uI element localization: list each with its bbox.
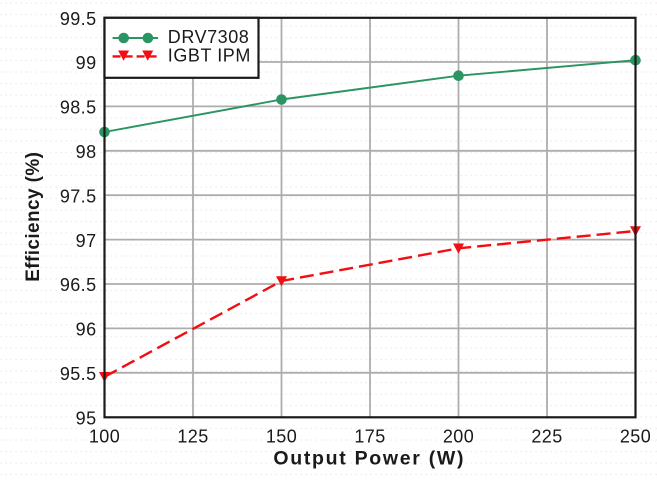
svg-text:95: 95 xyxy=(76,409,97,429)
svg-text:DRV7308: DRV7308 xyxy=(168,27,250,47)
svg-text:250: 250 xyxy=(620,426,651,446)
svg-text:99: 99 xyxy=(76,53,97,73)
svg-text:97.5: 97.5 xyxy=(60,186,97,206)
svg-text:99.5: 99.5 xyxy=(60,9,97,29)
svg-text:100: 100 xyxy=(89,426,120,446)
svg-text:IGBT IPM: IGBT IPM xyxy=(168,46,251,66)
svg-text:225: 225 xyxy=(531,426,562,446)
svg-text:Output Power (W): Output Power (W) xyxy=(273,448,465,470)
svg-text:98.5: 98.5 xyxy=(60,98,97,118)
svg-text:95.5: 95.5 xyxy=(60,364,97,384)
svg-text:96.5: 96.5 xyxy=(60,275,97,295)
svg-text:125: 125 xyxy=(177,426,208,446)
svg-text:200: 200 xyxy=(443,426,474,446)
svg-text:175: 175 xyxy=(354,426,385,446)
svg-text:97: 97 xyxy=(76,231,97,251)
svg-text:Efficiency (%): Efficiency (%) xyxy=(23,152,44,282)
svg-text:96: 96 xyxy=(76,320,97,340)
svg-text:98: 98 xyxy=(76,142,97,162)
svg-text:150: 150 xyxy=(266,426,297,446)
